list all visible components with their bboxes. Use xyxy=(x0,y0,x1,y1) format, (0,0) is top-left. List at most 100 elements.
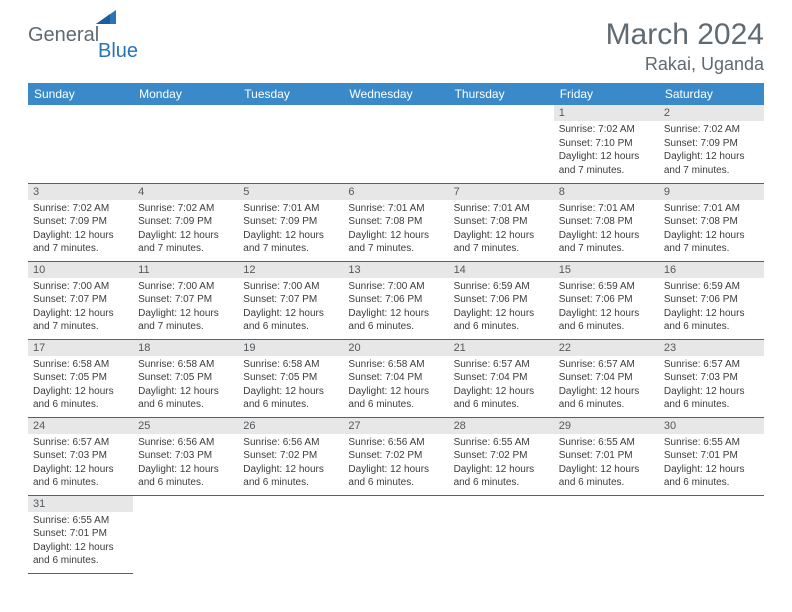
day-data: Sunrise: 6:57 AMSunset: 7:03 PMDaylight:… xyxy=(659,356,764,416)
month-title: March 2024 xyxy=(606,18,764,52)
calendar-day-cell: 24Sunrise: 6:57 AMSunset: 7:03 PMDayligh… xyxy=(28,417,133,495)
day-number: 30 xyxy=(659,418,764,434)
day-data: Sunrise: 6:57 AMSunset: 7:04 PMDaylight:… xyxy=(554,356,659,416)
day-data: Sunrise: 6:57 AMSunset: 7:03 PMDaylight:… xyxy=(28,434,133,494)
calendar-week-row: 31Sunrise: 6:55 AMSunset: 7:01 PMDayligh… xyxy=(28,495,764,573)
day-number: 8 xyxy=(554,184,659,200)
calendar-day-cell: 8Sunrise: 7:01 AMSunset: 7:08 PMDaylight… xyxy=(554,183,659,261)
calendar-week-row: 1Sunrise: 7:02 AMSunset: 7:10 PMDaylight… xyxy=(28,105,764,183)
day-data: Sunrise: 6:58 AMSunset: 7:05 PMDaylight:… xyxy=(238,356,343,416)
day-data: Sunrise: 7:02 AMSunset: 7:10 PMDaylight:… xyxy=(554,121,659,181)
calendar-day-cell: 5Sunrise: 7:01 AMSunset: 7:09 PMDaylight… xyxy=(238,183,343,261)
day-data: Sunrise: 6:58 AMSunset: 7:05 PMDaylight:… xyxy=(28,356,133,416)
logo: General Blue xyxy=(28,24,99,47)
calendar-week-row: 17Sunrise: 6:58 AMSunset: 7:05 PMDayligh… xyxy=(28,339,764,417)
weekday-header: Saturday xyxy=(659,83,764,105)
calendar-day-cell: 17Sunrise: 6:58 AMSunset: 7:05 PMDayligh… xyxy=(28,339,133,417)
day-number: 4 xyxy=(133,184,238,200)
day-data: Sunrise: 7:02 AMSunset: 7:09 PMDaylight:… xyxy=(133,200,238,260)
calendar-body: 1Sunrise: 7:02 AMSunset: 7:10 PMDaylight… xyxy=(28,105,764,573)
calendar-day-cell xyxy=(449,105,554,183)
day-number: 15 xyxy=(554,262,659,278)
day-number: 23 xyxy=(659,340,764,356)
calendar-day-cell: 11Sunrise: 7:00 AMSunset: 7:07 PMDayligh… xyxy=(133,261,238,339)
weekday-header: Monday xyxy=(133,83,238,105)
calendar-day-cell: 14Sunrise: 6:59 AMSunset: 7:06 PMDayligh… xyxy=(449,261,554,339)
day-number: 19 xyxy=(238,340,343,356)
calendar-day-cell: 28Sunrise: 6:55 AMSunset: 7:02 PMDayligh… xyxy=(449,417,554,495)
logo-text-general: General xyxy=(28,24,99,46)
calendar-day-cell xyxy=(554,495,659,573)
day-number: 11 xyxy=(133,262,238,278)
day-data: Sunrise: 6:56 AMSunset: 7:02 PMDaylight:… xyxy=(238,434,343,494)
day-number: 12 xyxy=(238,262,343,278)
day-number: 27 xyxy=(343,418,448,434)
calendar-day-cell: 16Sunrise: 6:59 AMSunset: 7:06 PMDayligh… xyxy=(659,261,764,339)
day-data: Sunrise: 6:59 AMSunset: 7:06 PMDaylight:… xyxy=(659,278,764,338)
calendar-day-cell: 27Sunrise: 6:56 AMSunset: 7:02 PMDayligh… xyxy=(343,417,448,495)
day-data: Sunrise: 6:55 AMSunset: 7:01 PMDaylight:… xyxy=(659,434,764,494)
day-number: 28 xyxy=(449,418,554,434)
calendar-page: General Blue March 2024 Rakai, Uganda Su… xyxy=(0,0,792,592)
day-number: 22 xyxy=(554,340,659,356)
location: Rakai, Uganda xyxy=(606,54,764,75)
day-number: 17 xyxy=(28,340,133,356)
day-data: Sunrise: 7:01 AMSunset: 7:08 PMDaylight:… xyxy=(659,200,764,260)
calendar-day-cell xyxy=(659,495,764,573)
day-number: 1 xyxy=(554,105,659,121)
calendar-table: SundayMondayTuesdayWednesdayThursdayFrid… xyxy=(28,83,764,574)
day-data: Sunrise: 7:01 AMSunset: 7:08 PMDaylight:… xyxy=(554,200,659,260)
day-number: 9 xyxy=(659,184,764,200)
day-data: Sunrise: 7:01 AMSunset: 7:08 PMDaylight:… xyxy=(449,200,554,260)
calendar-day-cell: 2Sunrise: 7:02 AMSunset: 7:09 PMDaylight… xyxy=(659,105,764,183)
day-number: 3 xyxy=(28,184,133,200)
weekday-header: Thursday xyxy=(449,83,554,105)
day-number: 20 xyxy=(343,340,448,356)
calendar-day-cell: 31Sunrise: 6:55 AMSunset: 7:01 PMDayligh… xyxy=(28,495,133,573)
day-data: Sunrise: 7:02 AMSunset: 7:09 PMDaylight:… xyxy=(28,200,133,260)
weekday-header: Friday xyxy=(554,83,659,105)
day-number: 13 xyxy=(343,262,448,278)
day-data: Sunrise: 7:01 AMSunset: 7:08 PMDaylight:… xyxy=(343,200,448,260)
day-data: Sunrise: 7:00 AMSunset: 7:07 PMDaylight:… xyxy=(28,278,133,338)
day-data: Sunrise: 7:01 AMSunset: 7:09 PMDaylight:… xyxy=(238,200,343,260)
calendar-day-cell xyxy=(133,495,238,573)
day-data: Sunrise: 7:00 AMSunset: 7:07 PMDaylight:… xyxy=(238,278,343,338)
day-number: 24 xyxy=(28,418,133,434)
calendar-week-row: 3Sunrise: 7:02 AMSunset: 7:09 PMDaylight… xyxy=(28,183,764,261)
calendar-day-cell: 3Sunrise: 7:02 AMSunset: 7:09 PMDaylight… xyxy=(28,183,133,261)
calendar-day-cell: 21Sunrise: 6:57 AMSunset: 7:04 PMDayligh… xyxy=(449,339,554,417)
header: General Blue March 2024 Rakai, Uganda xyxy=(28,18,764,75)
calendar-day-cell xyxy=(343,495,448,573)
calendar-day-cell: 1Sunrise: 7:02 AMSunset: 7:10 PMDaylight… xyxy=(554,105,659,183)
weekday-header: Wednesday xyxy=(343,83,448,105)
calendar-day-cell xyxy=(343,105,448,183)
day-number: 2 xyxy=(659,105,764,121)
day-number: 10 xyxy=(28,262,133,278)
calendar-day-cell: 12Sunrise: 7:00 AMSunset: 7:07 PMDayligh… xyxy=(238,261,343,339)
logo-text-blue: Blue xyxy=(98,40,138,63)
calendar-day-cell: 10Sunrise: 7:00 AMSunset: 7:07 PMDayligh… xyxy=(28,261,133,339)
day-number: 6 xyxy=(343,184,448,200)
day-data: Sunrise: 6:56 AMSunset: 7:03 PMDaylight:… xyxy=(133,434,238,494)
day-data: Sunrise: 7:02 AMSunset: 7:09 PMDaylight:… xyxy=(659,121,764,181)
calendar-day-cell: 20Sunrise: 6:58 AMSunset: 7:04 PMDayligh… xyxy=(343,339,448,417)
calendar-day-cell: 29Sunrise: 6:55 AMSunset: 7:01 PMDayligh… xyxy=(554,417,659,495)
day-data: Sunrise: 6:59 AMSunset: 7:06 PMDaylight:… xyxy=(554,278,659,338)
calendar-week-row: 24Sunrise: 6:57 AMSunset: 7:03 PMDayligh… xyxy=(28,417,764,495)
day-data: Sunrise: 6:59 AMSunset: 7:06 PMDaylight:… xyxy=(449,278,554,338)
day-number: 16 xyxy=(659,262,764,278)
day-data: Sunrise: 6:55 AMSunset: 7:01 PMDaylight:… xyxy=(554,434,659,494)
day-number: 7 xyxy=(449,184,554,200)
calendar-header-row: SundayMondayTuesdayWednesdayThursdayFrid… xyxy=(28,83,764,105)
day-data: Sunrise: 7:00 AMSunset: 7:07 PMDaylight:… xyxy=(133,278,238,338)
day-number: 29 xyxy=(554,418,659,434)
day-data: Sunrise: 7:00 AMSunset: 7:06 PMDaylight:… xyxy=(343,278,448,338)
calendar-day-cell: 13Sunrise: 7:00 AMSunset: 7:06 PMDayligh… xyxy=(343,261,448,339)
day-data: Sunrise: 6:56 AMSunset: 7:02 PMDaylight:… xyxy=(343,434,448,494)
day-number: 25 xyxy=(133,418,238,434)
calendar-day-cell xyxy=(28,105,133,183)
day-data: Sunrise: 6:57 AMSunset: 7:04 PMDaylight:… xyxy=(449,356,554,416)
day-number: 14 xyxy=(449,262,554,278)
title-block: March 2024 Rakai, Uganda xyxy=(606,18,764,75)
